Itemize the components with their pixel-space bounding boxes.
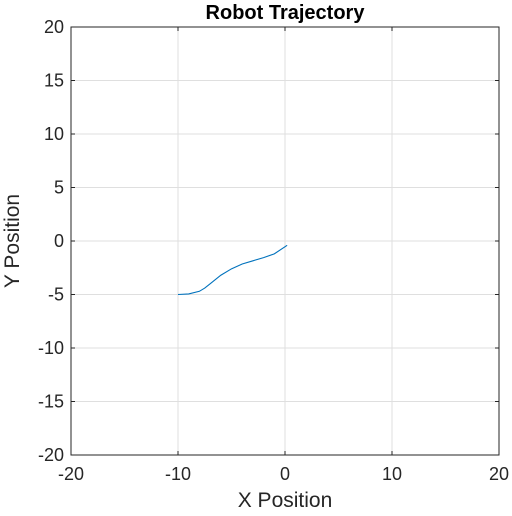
chart-title: Robot Trajectory: [206, 2, 366, 24]
y-tick-label: -10: [38, 338, 64, 358]
y-tick-label: 10: [44, 124, 64, 144]
x-tick-label: -10: [165, 464, 191, 484]
x-tick-label: 0: [280, 464, 290, 484]
x-tick-label: 20: [489, 464, 509, 484]
x-tick-label: -20: [58, 464, 84, 484]
y-tick-label: -20: [38, 445, 64, 465]
y-axis-label: Y Position: [1, 194, 24, 288]
y-tick-label: -5: [48, 285, 64, 305]
y-tick-label: 20: [44, 17, 64, 37]
y-tick-label: 0: [54, 231, 64, 251]
y-tick-label: 5: [54, 178, 64, 198]
series-layer: [177, 244, 288, 296]
y-tick-label: 15: [44, 71, 64, 91]
grid: [70, 26, 500, 456]
x-axis-label: X Position: [238, 489, 333, 511]
x-tick-label: 10: [382, 464, 402, 484]
axes: [70, 26, 500, 456]
y-tick-label: -15: [38, 392, 64, 412]
tick-labels: -20 -10 0 10 20 -20 -15 -10 -5 0 5 10 15 20: [38, 17, 509, 484]
trajectory-line: [177, 244, 288, 296]
